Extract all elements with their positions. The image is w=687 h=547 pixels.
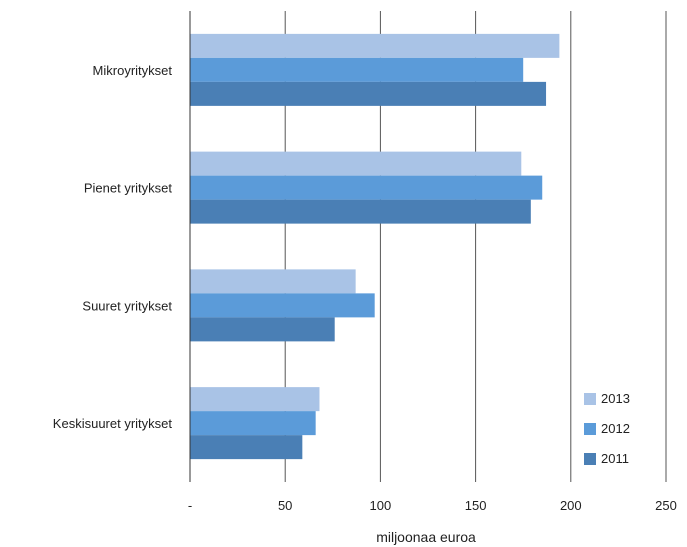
bar	[190, 269, 356, 294]
bar	[190, 317, 335, 342]
category-labels: Mikroyritykset Pienet yritykset Suuret yri…	[53, 63, 173, 431]
bar	[190, 199, 531, 224]
legend-swatch	[584, 393, 596, 405]
x-tick-label: 200	[560, 498, 582, 513]
category-label: Suuret yritykset	[82, 298, 172, 313]
tick-labels: - 50 100 150 200 250	[188, 498, 677, 513]
legend-swatch	[584, 423, 596, 435]
legend-label: 2011	[601, 451, 629, 466]
x-tick-label: -	[188, 498, 192, 513]
legend-label: 2012	[601, 421, 630, 436]
x-axis-label: miljoonaa euroa	[376, 529, 476, 545]
bar	[190, 293, 375, 318]
category-label: Mikroyritykset	[93, 63, 173, 78]
category-label: Keskisuuret yritykset	[53, 416, 173, 431]
legend-swatch	[584, 453, 596, 465]
bar	[190, 151, 522, 176]
bar	[190, 33, 560, 58]
bar	[190, 435, 303, 460]
legend: 2013 2012 2011	[584, 391, 630, 466]
category-label: Pienet yritykset	[84, 181, 173, 196]
bar	[190, 175, 543, 200]
x-tick-label: 50	[278, 498, 292, 513]
legend-label: 2013	[601, 391, 630, 406]
bar	[190, 81, 547, 106]
x-tick-label: 150	[465, 498, 487, 513]
bars	[190, 33, 560, 460]
x-tick-label: 250	[655, 498, 677, 513]
bar	[190, 57, 524, 82]
bar	[190, 387, 320, 412]
x-tick-label: 100	[370, 498, 392, 513]
bar	[190, 411, 316, 436]
